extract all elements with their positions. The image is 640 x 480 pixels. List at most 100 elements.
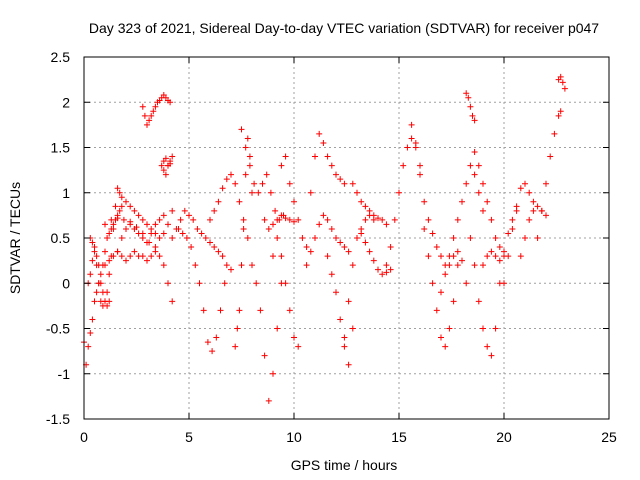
- y-tick-label: -1: [58, 366, 71, 382]
- data-point: [366, 248, 373, 255]
- data-point: [165, 280, 171, 287]
- data-point: [202, 235, 209, 241]
- data-point: [123, 257, 129, 264]
- series-arc-f: [114, 248, 176, 305]
- data-point: [465, 94, 472, 101]
- data-point: [354, 235, 360, 241]
- data-point: [156, 235, 163, 241]
- data-point: [278, 212, 285, 219]
- data-point: [454, 216, 461, 223]
- data-point: [156, 216, 163, 223]
- data-point: [270, 221, 276, 228]
- series-arc-ag: [480, 207, 520, 269]
- data-point: [530, 198, 537, 205]
- data-point: [265, 397, 272, 404]
- series-arc-x: [358, 230, 394, 278]
- data-point: [238, 126, 245, 133]
- data-point: [169, 207, 176, 214]
- data-point: [152, 244, 159, 251]
- data-point: [87, 330, 94, 337]
- data-point: [438, 334, 444, 341]
- data-point: [223, 262, 230, 269]
- data-point: [200, 307, 207, 314]
- data-point: [282, 280, 289, 287]
- data-point: [194, 225, 201, 232]
- data-point: [162, 171, 169, 178]
- x-axis-label: GPS time / hours: [291, 457, 398, 473]
- x-tick-label: 15: [391, 429, 407, 445]
- data-point: [349, 325, 356, 332]
- data-point: [509, 216, 516, 223]
- data-point: [223, 176, 230, 183]
- data-point: [286, 307, 293, 314]
- series-arc-r: [278, 153, 310, 251]
- data-point: [463, 90, 470, 97]
- data-point: [480, 207, 486, 214]
- data-point: [534, 203, 541, 210]
- y-tick-label: 1.5: [51, 140, 71, 156]
- data-point: [257, 307, 264, 314]
- series-arc-o: [249, 262, 285, 404]
- series-arc-y: [383, 135, 423, 269]
- data-point: [438, 253, 444, 260]
- data-point: [146, 239, 153, 246]
- data-point: [370, 212, 377, 219]
- series-arc-ah: [501, 180, 537, 287]
- data-point: [116, 189, 123, 196]
- data-point: [320, 139, 327, 146]
- data-point: [341, 334, 348, 341]
- data-point: [228, 171, 234, 178]
- data-point: [324, 253, 331, 260]
- data-point: [87, 271, 94, 278]
- data-point: [165, 221, 171, 228]
- series-arc-g: [102, 215, 159, 251]
- data-point: [459, 198, 465, 205]
- data-point: [469, 112, 476, 119]
- data-point: [114, 248, 121, 255]
- data-point: [106, 230, 113, 237]
- data-point: [488, 248, 495, 255]
- data-point: [488, 216, 495, 223]
- data-point: [303, 244, 310, 251]
- series-arc-n: [238, 126, 287, 223]
- data-point: [328, 271, 335, 278]
- data-point: [534, 235, 541, 241]
- y-tick-label: 0.5: [51, 230, 71, 246]
- data-point: [467, 235, 474, 241]
- data-point: [139, 103, 146, 110]
- data-point: [192, 262, 199, 269]
- data-point: [425, 216, 432, 223]
- series-arc-j: [169, 207, 234, 273]
- data-point: [375, 215, 381, 222]
- data-point: [167, 160, 174, 167]
- data-point: [261, 352, 268, 359]
- data-point: [139, 230, 146, 237]
- series-arc-v: [341, 212, 377, 341]
- series-arc-a: [81, 203, 125, 368]
- data-point: [312, 235, 318, 241]
- data-point: [85, 343, 92, 350]
- x-tick-label: 25: [601, 429, 617, 445]
- data-point: [530, 207, 537, 214]
- series-arc-ai: [517, 203, 549, 260]
- data-point: [471, 171, 478, 178]
- x-tick-label: 5: [185, 429, 193, 445]
- data-point: [152, 221, 159, 228]
- data-point: [328, 162, 335, 169]
- data-point: [169, 235, 176, 241]
- data-point: [337, 176, 344, 183]
- data-point: [162, 155, 169, 162]
- data-point: [316, 130, 323, 137]
- data-point: [555, 112, 562, 119]
- data-point: [156, 253, 163, 260]
- data-point: [383, 262, 390, 269]
- data-point: [312, 153, 318, 160]
- data-point: [492, 235, 499, 241]
- y-axis-ticks: -1.5 -1 -0.5 0 0.5 1 1.5 2 2.5: [46, 49, 609, 427]
- data-point: [501, 248, 507, 255]
- data-point: [246, 153, 253, 160]
- data-point: [118, 253, 125, 260]
- series-arc-h: [139, 92, 174, 128]
- data-point: [249, 189, 255, 196]
